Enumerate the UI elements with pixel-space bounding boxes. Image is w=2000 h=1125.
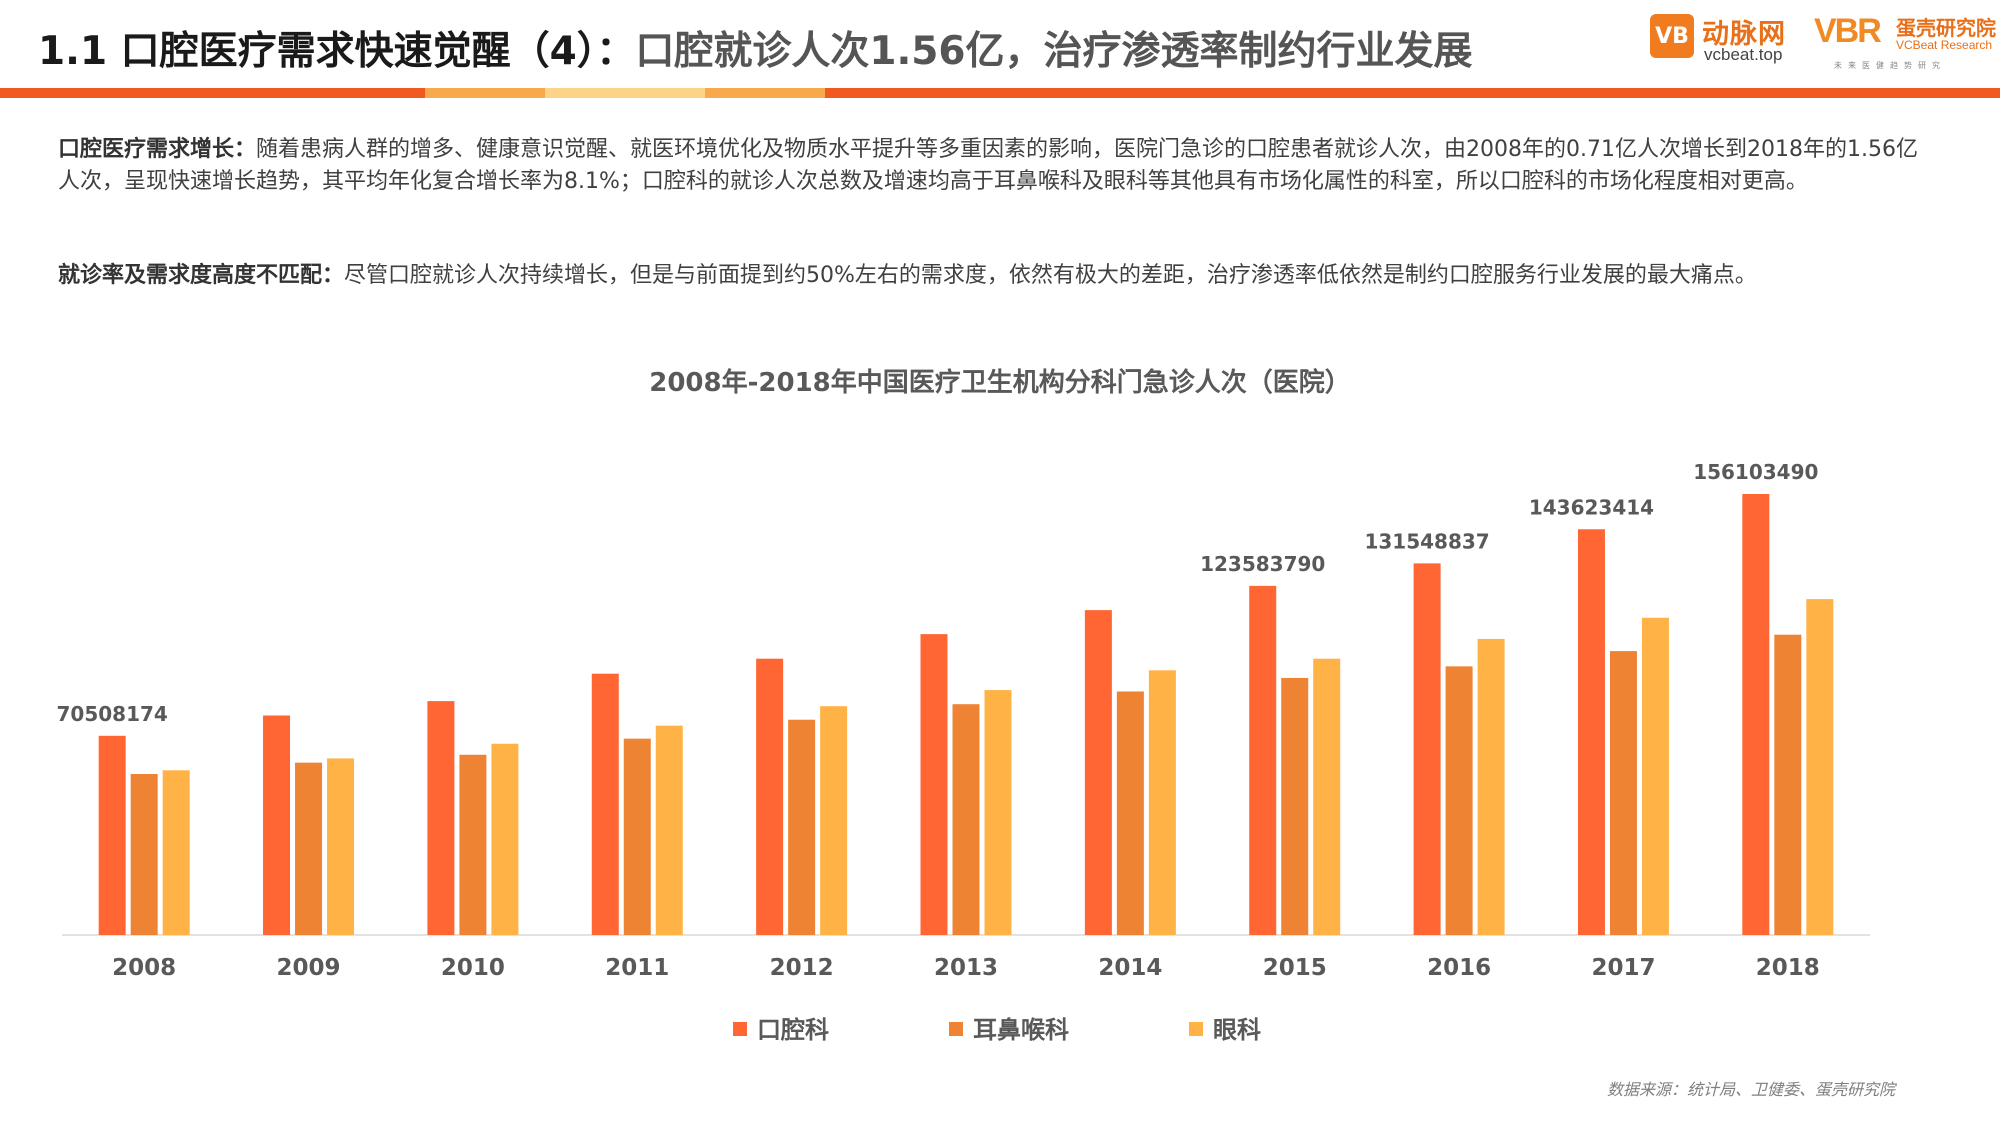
chart-title: 2008年-2018年中国医疗卫生机构分科门急诊人次（医院） (649, 368, 1351, 398)
bar (1116, 691, 1144, 935)
bar (820, 706, 848, 935)
bar (427, 701, 455, 935)
vcbeat-logo-url: vcbeat.top (1704, 45, 1783, 64)
bar (756, 658, 784, 935)
bar (1641, 617, 1669, 935)
paragraph-mismatch: 就诊率及需求度高度不匹配：尽管口腔就诊人次持续增长，但是与前面提到约50%左右的… (58, 260, 1938, 292)
bar (162, 770, 190, 935)
legend-swatch (733, 1022, 747, 1036)
bar (952, 704, 980, 935)
x-tick-label: 2017 (1591, 955, 1655, 981)
bar (623, 738, 651, 935)
vcbeat-logo-name: 动脉网 (1702, 19, 1786, 50)
legend-label: 耳鼻喉科 (973, 1016, 1069, 1044)
data-label: 131548837 (1364, 529, 1489, 553)
bar (491, 743, 519, 935)
bar (1577, 529, 1605, 935)
bar (655, 725, 683, 935)
bar (1249, 585, 1277, 935)
data-source: 数据来源：统计局、卫健委、蛋壳研究院 (1606, 1080, 1895, 1099)
x-tick-label: 2013 (934, 955, 998, 981)
x-tick-label: 2016 (1427, 955, 1491, 981)
vbr-logo: VBR 蛋壳研究院 VCBeat Research 未来医健趋势研究 (1814, 12, 1996, 72)
paragraph-text: 尽管口腔就诊人次持续增长，但是与前面提到约50%左右的需求度，依然有极大的差距，… (344, 263, 1757, 288)
vbr-logo-name: 蛋壳研究院 (1896, 16, 1996, 40)
vcbeat-logo: VB 动脉网 vcbeat.top (1650, 12, 1800, 64)
bar (130, 773, 158, 935)
x-tick-label: 2018 (1756, 955, 1820, 981)
slide-title: 1.1 口腔医疗需求快速觉醒（4）：口腔就诊人次1.56亿，治疗渗透率制约行业发… (38, 20, 1598, 76)
title-underline-segment (0, 88, 425, 98)
bar (1313, 658, 1341, 935)
title-sub: 口腔就诊人次1.56亿，治疗渗透率制约行业发展 (635, 29, 1473, 74)
vbr-logo-mark: VBR (1814, 12, 1882, 50)
bar (984, 690, 1012, 935)
bar (1084, 610, 1112, 935)
vbr-logo-en: VCBeat Research (1896, 38, 1993, 52)
bar (1477, 638, 1505, 935)
paragraph-demand-growth: 口腔医疗需求增长：随着患病人群的增多、健康意识觉醒、就医环境优化及物质水平提升等… (58, 134, 1938, 198)
data-label: 70508174 (57, 702, 168, 726)
title-underline (0, 88, 2000, 98)
x-tick-label: 2011 (605, 955, 669, 981)
bar (1445, 666, 1473, 935)
bar (459, 754, 487, 935)
bar (788, 719, 816, 935)
title-main: 1.1 口腔医疗需求快速觉醒（4）： (38, 29, 636, 74)
x-tick-label: 2015 (1263, 955, 1327, 981)
paragraph-lead: 口腔医疗需求增长： (58, 137, 257, 162)
bar (263, 715, 291, 935)
x-tick-label: 2010 (441, 955, 505, 981)
bar (295, 762, 323, 935)
legend-swatch (1189, 1022, 1203, 1036)
bar (920, 634, 948, 935)
title-underline-segment (425, 88, 545, 98)
bar (1806, 599, 1834, 935)
bar (1148, 670, 1176, 935)
title-underline-segment (705, 88, 825, 98)
bar (1281, 677, 1309, 935)
paragraph-lead: 就诊率及需求度高度不匹配： (58, 263, 345, 288)
legend-swatch (949, 1022, 963, 1036)
x-tick-label: 2012 (770, 955, 834, 981)
vcbeat-logo-icon: VB (1650, 14, 1694, 58)
paragraph-text: 随着患病人群的增多、健康意识觉醒、就医环境优化及物质水平提升等多重因素的影响，医… (58, 137, 1918, 194)
x-tick-label: 2009 (277, 955, 341, 981)
bar (591, 673, 619, 935)
vbr-logo-tagline: 未来医健趋势研究 (1834, 61, 1946, 70)
bar (98, 735, 126, 935)
x-tick-label: 2014 (1098, 955, 1162, 981)
data-label: 156103490 (1693, 460, 1818, 484)
title-underline-segment (545, 88, 705, 98)
bar (1774, 634, 1802, 935)
legend-label: 眼科 (1213, 1016, 1261, 1044)
bar (1413, 563, 1441, 935)
x-tick-label: 2008 (112, 955, 176, 981)
bar (327, 758, 355, 935)
bar (1609, 651, 1637, 935)
bar (1742, 494, 1770, 935)
title-underline-segment (825, 88, 2000, 98)
data-label: 123583790 (1200, 552, 1325, 576)
data-label: 143623414 (1529, 495, 1654, 519)
legend-label: 口腔科 (757, 1016, 829, 1044)
